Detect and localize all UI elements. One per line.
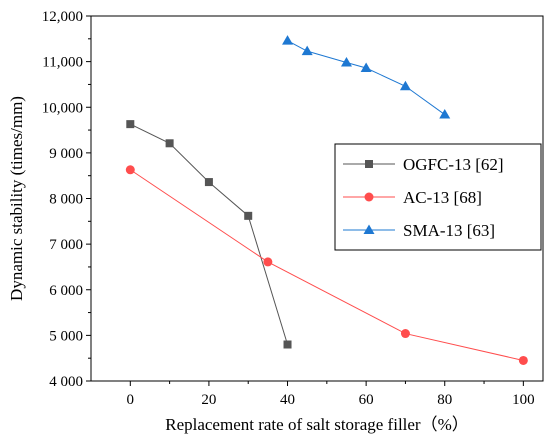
y-axis-title: Dynamic stability (times/mm) [7, 96, 26, 301]
series-circle [125, 165, 528, 365]
y-tick-label: 10,000 [42, 100, 83, 116]
series-layer [125, 35, 528, 365]
data-point [263, 257, 273, 267]
legend-marker [363, 224, 375, 234]
x-tick-label: 20 [201, 392, 216, 408]
legend: OGFC-13 [62] AC-13 [68] SMA-13 [63] [334, 143, 542, 251]
data-point [439, 109, 451, 119]
legend-item: OGFC-13 [62] [343, 155, 504, 174]
axis-ticks: 0 20 40 60 80 100 4 000 5 000 6 000 7 000 8 000 9 0… [42, 9, 535, 408]
y-tick-label: 4 000 [49, 374, 83, 390]
legend-label: OGFC-13 [62] [403, 155, 504, 174]
x-axis-title: Replacement rate of salt storage filler（… [165, 415, 469, 434]
data-point [400, 329, 410, 339]
data-point [165, 139, 174, 148]
y-tick-label: 9 000 [49, 146, 83, 162]
y-tick-label: 5 000 [49, 328, 83, 344]
data-point [244, 211, 253, 220]
y-tick-label: 6 000 [49, 283, 83, 299]
data-point [282, 35, 294, 45]
data-point [360, 62, 372, 73]
data-point [125, 165, 135, 175]
legend-marker [364, 192, 374, 202]
y-tick-label: 11,000 [42, 55, 83, 71]
y-tick-label: 7 000 [49, 237, 83, 253]
series-line [130, 123, 288, 345]
x-tick-label: 100 [512, 392, 535, 408]
data-point [399, 80, 411, 91]
legend-item: SMA-13 [63] [343, 221, 495, 240]
series-line [287, 40, 446, 115]
x-tick-label: 80 [437, 392, 452, 408]
x-tick-label: 60 [359, 392, 374, 408]
y-tick-label: 12,000 [42, 9, 83, 25]
series-triangle [282, 35, 451, 119]
data-point [283, 340, 292, 349]
data-point [204, 178, 213, 187]
data-point [340, 57, 352, 67]
legend-marker [365, 160, 373, 168]
data-point [301, 45, 313, 56]
data-point [126, 120, 135, 129]
data-point [518, 355, 528, 365]
series-square [126, 120, 292, 349]
legend-label: SMA-13 [63] [403, 221, 495, 240]
series-line [130, 169, 524, 361]
legend-item: AC-13 [68] [343, 188, 482, 207]
legend-label: AC-13 [68] [403, 188, 482, 207]
y-tick-label: 8 000 [49, 192, 83, 208]
x-tick-label: 0 [127, 392, 135, 408]
x-tick-label: 40 [280, 392, 295, 408]
